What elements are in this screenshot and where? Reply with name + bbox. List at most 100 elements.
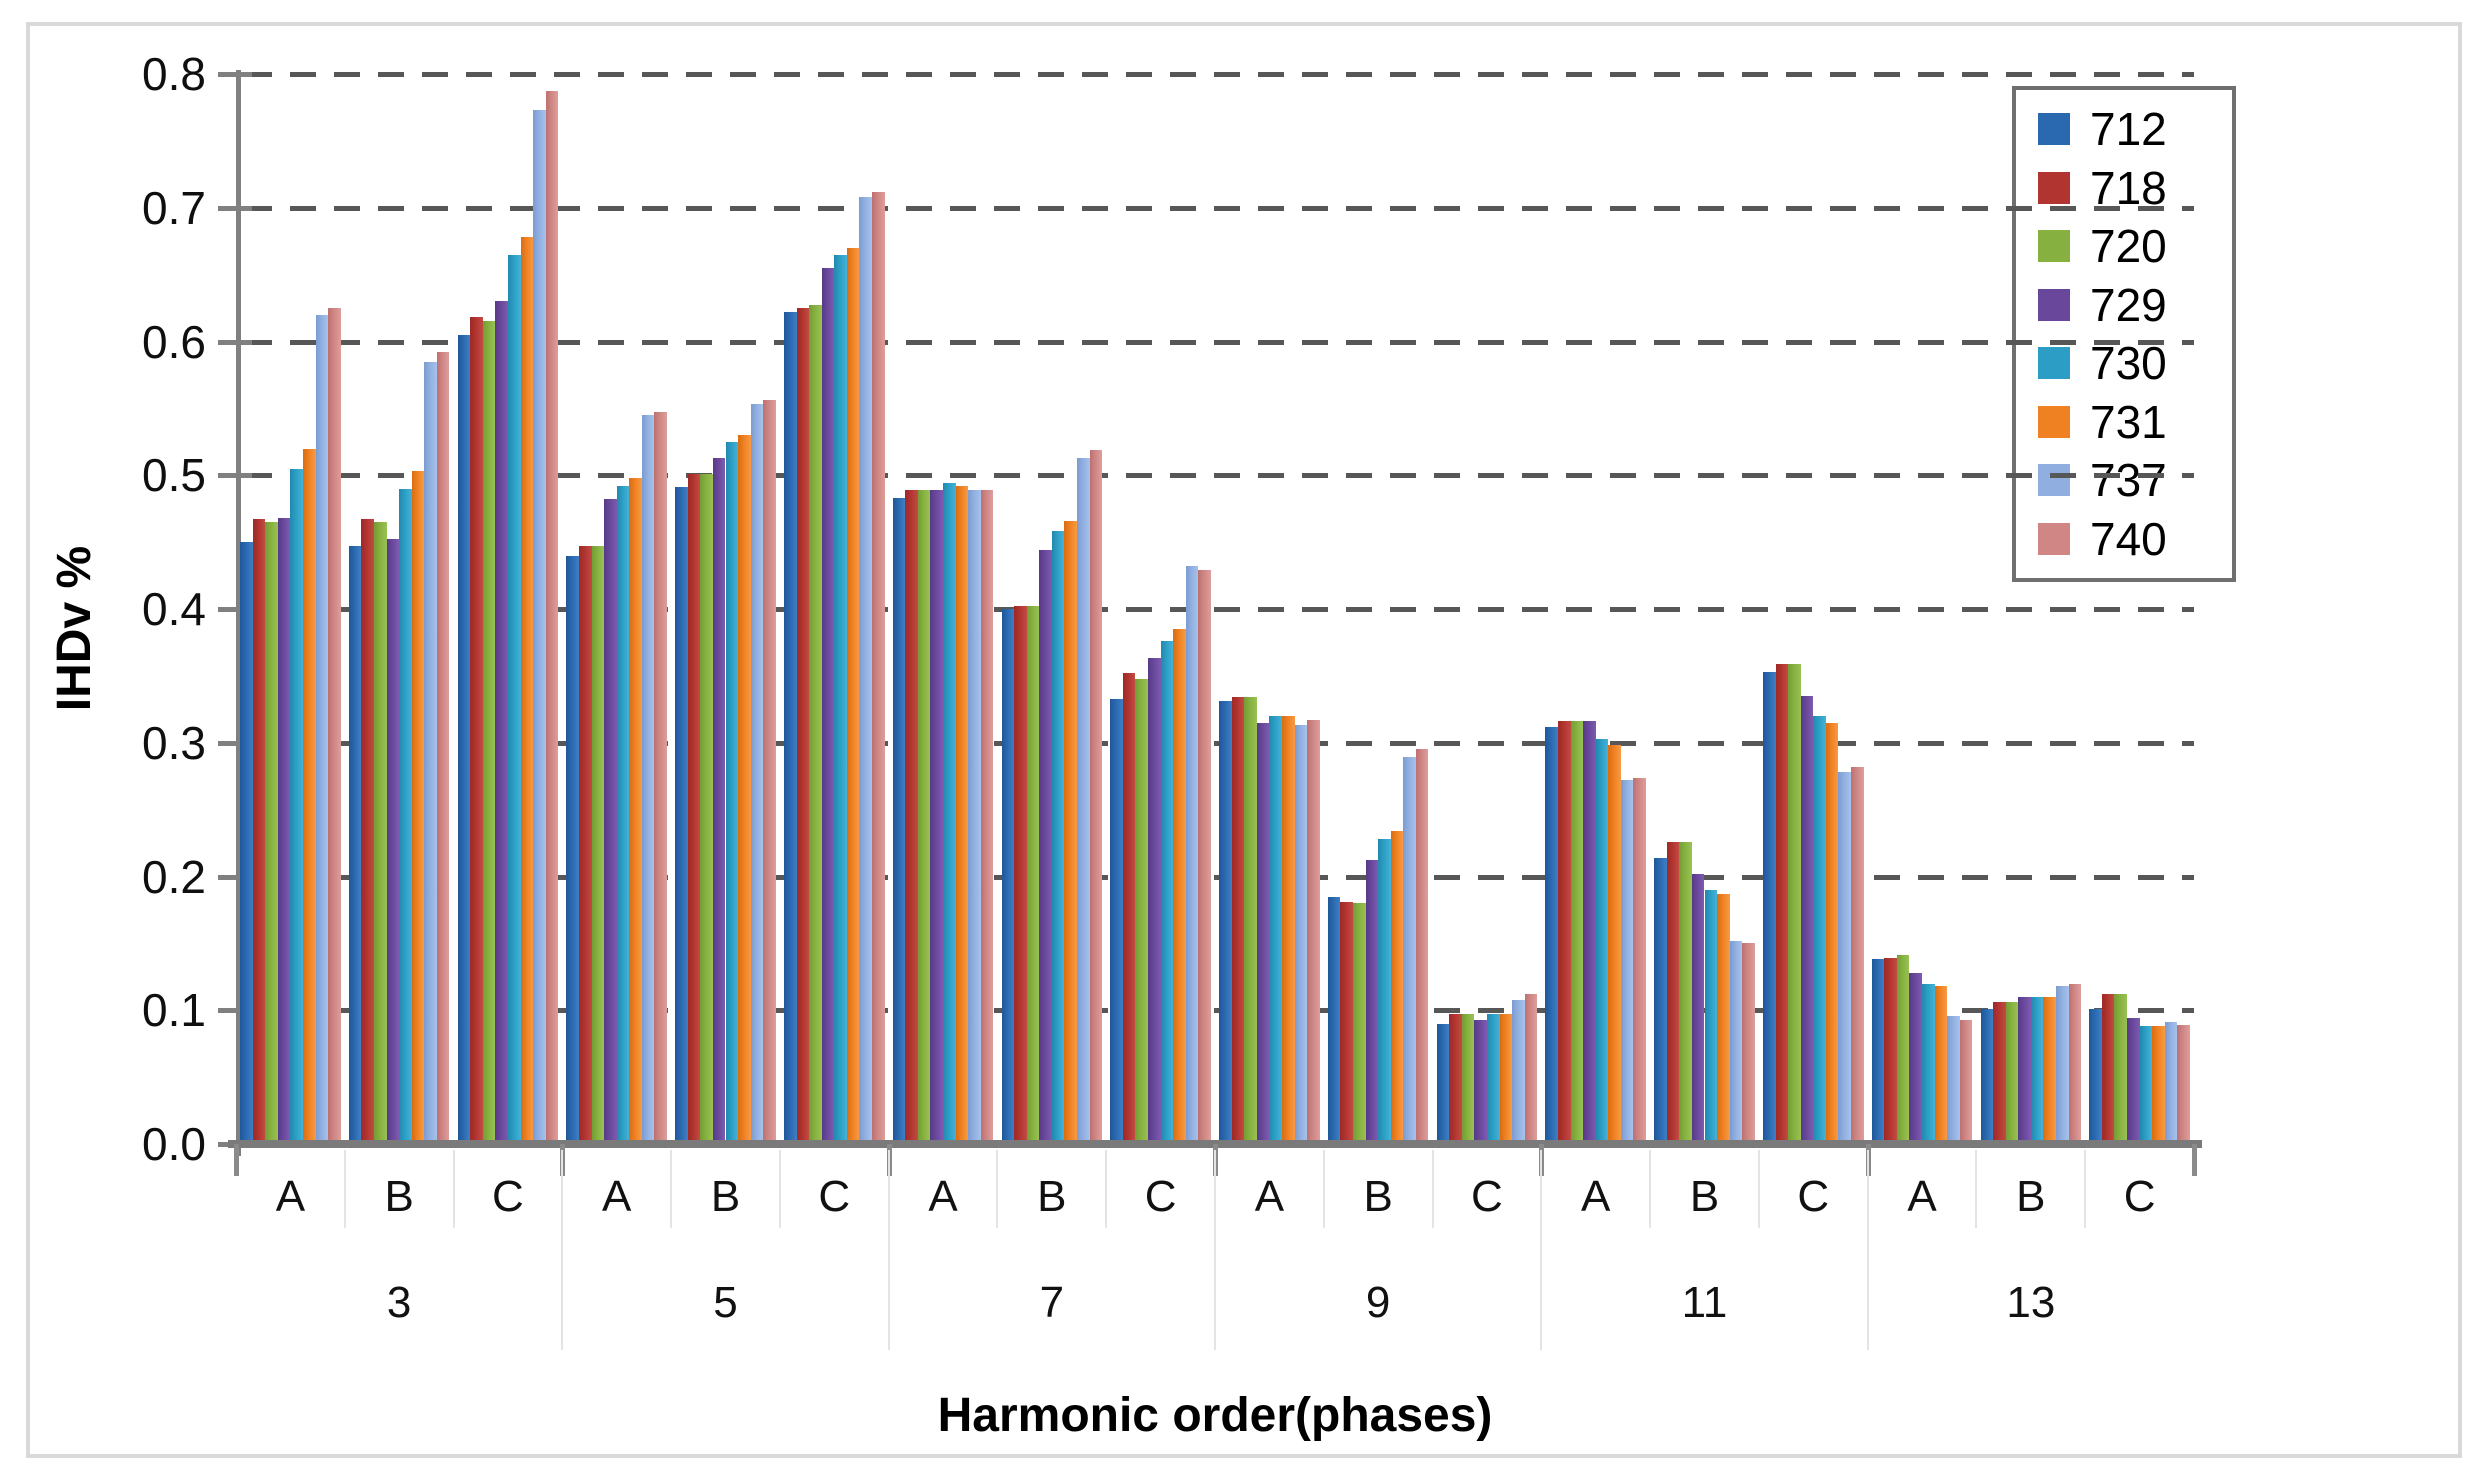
- phase-separator: [1431, 1150, 1434, 1228]
- bar-720-9B: [1353, 903, 1366, 1144]
- bar-730-7C: [1160, 641, 1174, 1144]
- bar-730-3C: [507, 254, 521, 1144]
- bar-712-9C: [1436, 1023, 1450, 1144]
- bar-720-3A: [265, 522, 278, 1144]
- bar-718-7C: [1122, 673, 1136, 1144]
- bar-720-11B: [1679, 841, 1692, 1144]
- bar-712-13B: [1980, 1008, 1994, 1144]
- bar-730-11C: [1813, 716, 1826, 1144]
- bar-712-7B: [1001, 609, 1015, 1144]
- phase-separator: [1649, 1150, 1652, 1228]
- x-phase-label: C: [1144, 1172, 1177, 1221]
- y-tick-label: 0.5: [142, 449, 206, 502]
- x-axis-title: Harmonic order(phases): [937, 1389, 1493, 1442]
- bar-720-13C: [2114, 994, 2128, 1144]
- bar-731-13B: [2043, 996, 2056, 1144]
- phase-separator: [778, 1150, 781, 1228]
- bar-chart: IHDv % Harmonic order(phases) 712 718 720 7…: [30, 26, 2458, 1454]
- x-phase-label: C: [2123, 1172, 2156, 1221]
- bar-737-3B: [424, 361, 437, 1144]
- x-phase-label: B: [384, 1172, 414, 1221]
- bar-712-3A: [240, 542, 253, 1144]
- bar-718-7B: [1014, 606, 1027, 1144]
- bar-729-7A: [930, 489, 944, 1144]
- bar-730-3B: [399, 488, 412, 1144]
- phase-separator: [452, 1150, 455, 1228]
- bar-737-3C: [533, 110, 546, 1144]
- bar-740-7C: [1198, 570, 1211, 1144]
- bar-729-9C: [1474, 1019, 1487, 1144]
- bar-730-9A: [1269, 716, 1282, 1144]
- bar-729-13B: [2018, 996, 2031, 1144]
- bar-737-9B: [1403, 757, 1416, 1144]
- y-tick-label: 0.3: [142, 716, 206, 769]
- y-tick-label: 0.7: [142, 181, 206, 234]
- bar-729-3B: [386, 539, 400, 1144]
- bar-731-3C: [520, 237, 534, 1144]
- bar-729-11B: [1691, 873, 1705, 1144]
- bar-712-7C: [1110, 698, 1123, 1144]
- bar-737-7C: [1185, 566, 1199, 1144]
- y-tick-label: 0.6: [142, 315, 206, 368]
- bar-720-7C: [1135, 678, 1149, 1144]
- bar-718-13A: [1884, 958, 1897, 1144]
- bar-720-11C: [1788, 663, 1801, 1144]
- bar-729-3A: [277, 518, 291, 1144]
- legend-label: 712: [2090, 103, 2167, 156]
- y-axis-tick: [218, 72, 252, 77]
- bar-718-9A: [1231, 697, 1245, 1144]
- bar-730-9C: [1486, 1014, 1500, 1144]
- bar-731-5C: [846, 247, 860, 1144]
- bar-731-5A: [629, 477, 642, 1144]
- bar-740-3B: [436, 352, 450, 1144]
- bar-718-5A: [579, 546, 592, 1144]
- bar-712-13A: [1871, 959, 1885, 1144]
- bar-730-11A: [1595, 738, 1609, 1144]
- gridline-0.8: [246, 72, 2194, 77]
- y-axis-tick: [218, 607, 252, 612]
- bar-731-5B: [738, 435, 751, 1144]
- y-tick-label: 0.0: [142, 1118, 206, 1170]
- x-phase-label: C: [1471, 1172, 1503, 1221]
- legend-entry-740: 740: [2038, 512, 2232, 566]
- bar-720-9C: [1461, 1014, 1475, 1144]
- bar-737-13A: [1947, 1015, 1960, 1144]
- legend-label: 740: [2090, 512, 2167, 565]
- x-phase-label: A: [1581, 1172, 1611, 1221]
- bar-720-13A: [1896, 955, 1910, 1144]
- bar-740-11A: [1633, 777, 1646, 1144]
- bar-712-11C: [1763, 671, 1776, 1144]
- y-axis-title: IHDv %: [48, 545, 102, 712]
- bar-718-11B: [1666, 841, 1680, 1144]
- bar-737-11B: [1729, 940, 1743, 1144]
- x-axis-tick: [2192, 1144, 2197, 1176]
- legend-swatch-icon: [2038, 347, 2070, 380]
- bar-712-5B: [675, 487, 688, 1144]
- bar-740-5B: [763, 400, 776, 1144]
- gridline-0.7: [246, 205, 2194, 211]
- x-phase-label: A: [1907, 1172, 1937, 1221]
- y-axis-line: [236, 70, 241, 1156]
- bar-729-13A: [1909, 972, 1923, 1144]
- bar-712-3B: [348, 546, 362, 1144]
- bar-737-11A: [1620, 780, 1634, 1144]
- x-phase-label: A: [602, 1172, 632, 1221]
- bar-737-13B: [2055, 986, 2069, 1144]
- x-phase-label: C: [492, 1172, 524, 1221]
- phase-separator: [1105, 1150, 1108, 1228]
- y-axis-tick: [218, 740, 252, 746]
- x-group-label: 7: [1039, 1278, 1065, 1327]
- bar-729-3C: [495, 301, 508, 1144]
- legend-swatch-icon: [2038, 113, 2070, 146]
- x-phase-label: B: [710, 1172, 741, 1221]
- bar-740-5A: [654, 412, 667, 1144]
- bar-720-7A: [917, 489, 931, 1144]
- bar-731-9A: [1281, 716, 1295, 1144]
- bar-718-11A: [1558, 721, 1571, 1144]
- group-separator: [1540, 1150, 1543, 1350]
- bar-731-11A: [1608, 745, 1621, 1144]
- bar-731-3A: [302, 448, 316, 1144]
- bar-730-9B: [1378, 839, 1391, 1144]
- bar-737-5A: [641, 415, 655, 1144]
- legend-swatch-icon: [2038, 288, 2070, 321]
